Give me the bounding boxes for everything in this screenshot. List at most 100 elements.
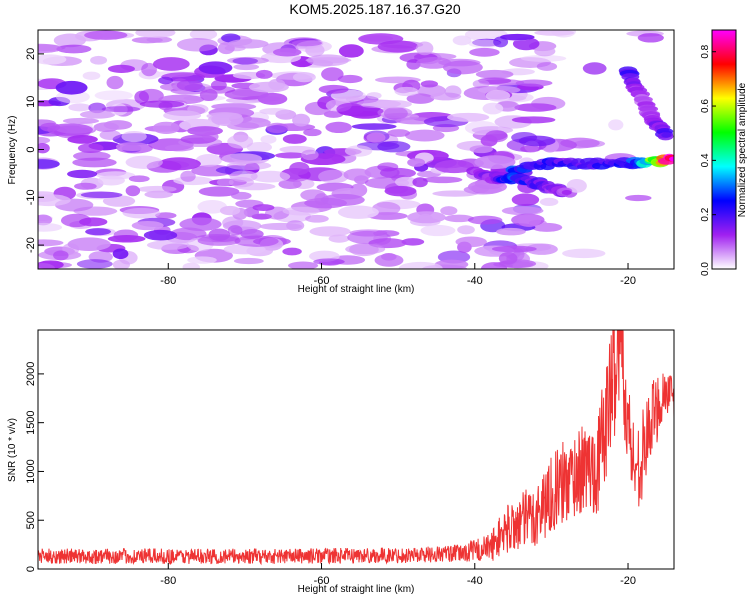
y-tick-label: -20 bbox=[25, 237, 37, 253]
heatmap-noise-cell bbox=[211, 112, 244, 127]
x-tick-label: -20 bbox=[620, 275, 636, 287]
heatmap-noise-cell bbox=[422, 176, 463, 184]
heatmap-noise-cell bbox=[202, 131, 219, 142]
colorbar-ticks: 0.0 0.2 0.4 0.6 0.8 bbox=[700, 44, 716, 276]
heatmap-noise-cell bbox=[377, 162, 399, 172]
heatmap-noise-cell bbox=[511, 193, 540, 206]
colorbar-tick-label: 0.4 bbox=[700, 153, 711, 167]
heatmap-noise-cell bbox=[77, 143, 104, 154]
heatmap-noise-cell bbox=[257, 92, 288, 105]
heatmap-noise-cell bbox=[38, 239, 64, 247]
heatmap-noise-cell bbox=[394, 86, 419, 97]
heatmap-noise-cell bbox=[467, 215, 503, 225]
chart-title: KOM5.2025.187.16.37.G20 bbox=[289, 1, 461, 17]
heatmap-noise-cell bbox=[371, 201, 401, 216]
heatmap-noise-cell bbox=[80, 191, 123, 199]
heatmap-noise-cell bbox=[82, 71, 101, 81]
heatmap-noise-cell bbox=[407, 158, 426, 167]
snr-x-label: Height of straight line (km) bbox=[298, 584, 415, 595]
heatmap-noise-cell bbox=[141, 62, 157, 77]
heatmap-noise-cell bbox=[300, 189, 326, 201]
heatmap-noise-cell bbox=[496, 227, 526, 236]
heatmap-noise-cell bbox=[197, 200, 228, 214]
heatmap-noise-cell bbox=[337, 74, 363, 84]
x-tick-label: -60 bbox=[314, 575, 330, 587]
heatmap-noise-cell bbox=[38, 159, 60, 169]
heatmap-noise-cell bbox=[625, 194, 652, 202]
heatmap-noise-cell bbox=[229, 170, 258, 182]
x-tick-label: -40 bbox=[467, 575, 483, 587]
heatmap-noise-cell bbox=[534, 30, 575, 36]
heatmap-noise-cell bbox=[351, 123, 397, 130]
heatmap-noise-cell bbox=[325, 121, 352, 134]
heatmap-noise-cell bbox=[289, 161, 310, 176]
heatmap-noise-cell bbox=[562, 248, 606, 259]
heatmap-noise-cell bbox=[38, 222, 63, 232]
heatmap-noise-cell bbox=[38, 194, 71, 207]
heatmap-noise-cell bbox=[67, 135, 98, 144]
heatmap-noise-cell bbox=[255, 69, 273, 79]
heatmap-noise-cell bbox=[292, 113, 311, 127]
heatmap-noise-cell bbox=[440, 206, 458, 216]
heatmap-noise-cell bbox=[112, 248, 129, 260]
heatmap-noise-cell bbox=[420, 80, 439, 88]
heatmap-noise-cell bbox=[134, 90, 149, 104]
heatmap-noise-cell bbox=[248, 81, 289, 93]
heatmap-noise-cell bbox=[338, 44, 364, 58]
heatmap-noise-cell bbox=[498, 252, 518, 265]
heatmap-noise-cell bbox=[292, 72, 316, 83]
heatmap-noise-cell bbox=[349, 229, 388, 237]
heatmap-noise-cell bbox=[55, 80, 88, 95]
heatmap-noise-cell bbox=[176, 79, 203, 91]
heatmap-noise-cell bbox=[38, 142, 50, 154]
heatmap-noise-cell bbox=[84, 30, 128, 40]
heatmap-noise-cell bbox=[374, 253, 404, 267]
heatmap-noise-cell bbox=[520, 55, 567, 62]
snr-x-axis: -80 -60 -40 -20 bbox=[160, 563, 636, 587]
heatmap-noise-cell bbox=[376, 100, 412, 109]
heatmap-noise-cell bbox=[366, 132, 386, 143]
x-tick-label: -20 bbox=[620, 575, 636, 587]
heatmap-x-label: Height of straight line (km) bbox=[298, 284, 415, 295]
heatmap-noise-cell bbox=[137, 185, 177, 193]
heatmap-noise-cell bbox=[401, 238, 425, 246]
heatmap-noise-cell bbox=[566, 178, 587, 193]
x-tick-label: -80 bbox=[160, 275, 176, 287]
heatmap-noise-cell bbox=[131, 220, 164, 231]
heatmap-noise-cell bbox=[457, 225, 475, 235]
heatmap-noise-cell bbox=[68, 103, 92, 112]
heatmap-noise-cell bbox=[144, 190, 173, 199]
heatmap-y-label: Frequency (Hz) bbox=[7, 116, 18, 185]
heatmap-noise-cell bbox=[227, 225, 243, 236]
heatmap-noise-cell bbox=[303, 128, 322, 137]
heatmap-noise-cell bbox=[480, 134, 498, 147]
y-tick-label: 0 bbox=[25, 146, 37, 152]
heatmap-noise-cell bbox=[444, 214, 474, 223]
heatmap-noise-cell bbox=[321, 67, 344, 82]
heatmap-noise-cell bbox=[179, 217, 222, 231]
heatmap-noise-cell bbox=[343, 168, 372, 181]
heatmap-noise-cell bbox=[198, 61, 233, 75]
heatmap-noise-cell bbox=[518, 135, 556, 147]
x-tick-label: -40 bbox=[467, 275, 483, 287]
y-tick-label: 10 bbox=[25, 96, 37, 108]
heatmap-noise-cell bbox=[282, 206, 320, 216]
heatmap-noise-cell bbox=[282, 247, 302, 256]
heatmap-noise-cell bbox=[135, 30, 176, 38]
y-tick-label: 0 bbox=[25, 566, 37, 572]
heatmap-noise-cell bbox=[301, 149, 319, 161]
y-tick-label: 2000 bbox=[25, 362, 37, 386]
snr-series-line bbox=[38, 330, 674, 566]
heatmap-noise-cell bbox=[72, 157, 117, 168]
heatmap-noise-cell bbox=[404, 129, 445, 142]
heatmap-noise-cell bbox=[525, 243, 558, 255]
heatmap-noise-cell bbox=[536, 62, 558, 71]
heatmap-noise-cell bbox=[38, 214, 53, 226]
heatmap-noise-cell bbox=[93, 122, 119, 132]
heatmap-noise-cell bbox=[377, 40, 419, 53]
heatmap-noise-cell bbox=[384, 185, 417, 197]
snr-y-label: SNR (10 * v/v) bbox=[7, 418, 18, 482]
heatmap-noise-cell bbox=[74, 182, 97, 190]
heatmap-noise-cell bbox=[447, 112, 490, 122]
heatmap-noise-cell bbox=[221, 153, 263, 165]
